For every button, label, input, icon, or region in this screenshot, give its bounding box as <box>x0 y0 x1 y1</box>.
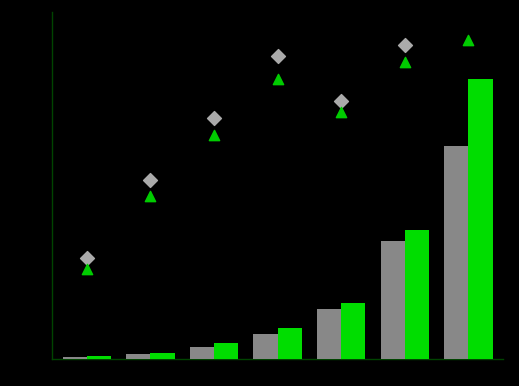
Point <box>146 176 155 183</box>
Bar <box>381 241 405 359</box>
Bar <box>214 343 238 359</box>
Point <box>274 53 282 59</box>
Bar <box>469 79 493 359</box>
Bar <box>444 146 469 359</box>
Point <box>401 59 409 65</box>
Point <box>274 76 282 82</box>
Bar <box>342 303 365 359</box>
Point <box>83 255 91 261</box>
Bar <box>63 357 87 359</box>
Bar <box>151 353 174 359</box>
Bar <box>253 334 278 359</box>
Bar <box>190 347 214 359</box>
Point <box>146 193 155 200</box>
Bar <box>87 356 111 359</box>
Point <box>401 42 409 48</box>
Point <box>337 109 346 115</box>
Point <box>210 115 218 121</box>
Point <box>337 98 346 104</box>
Point <box>83 266 91 273</box>
Bar <box>317 308 342 359</box>
Point <box>465 37 473 43</box>
Bar <box>126 354 151 359</box>
Point <box>210 132 218 138</box>
Bar <box>405 230 429 359</box>
Bar <box>278 328 302 359</box>
